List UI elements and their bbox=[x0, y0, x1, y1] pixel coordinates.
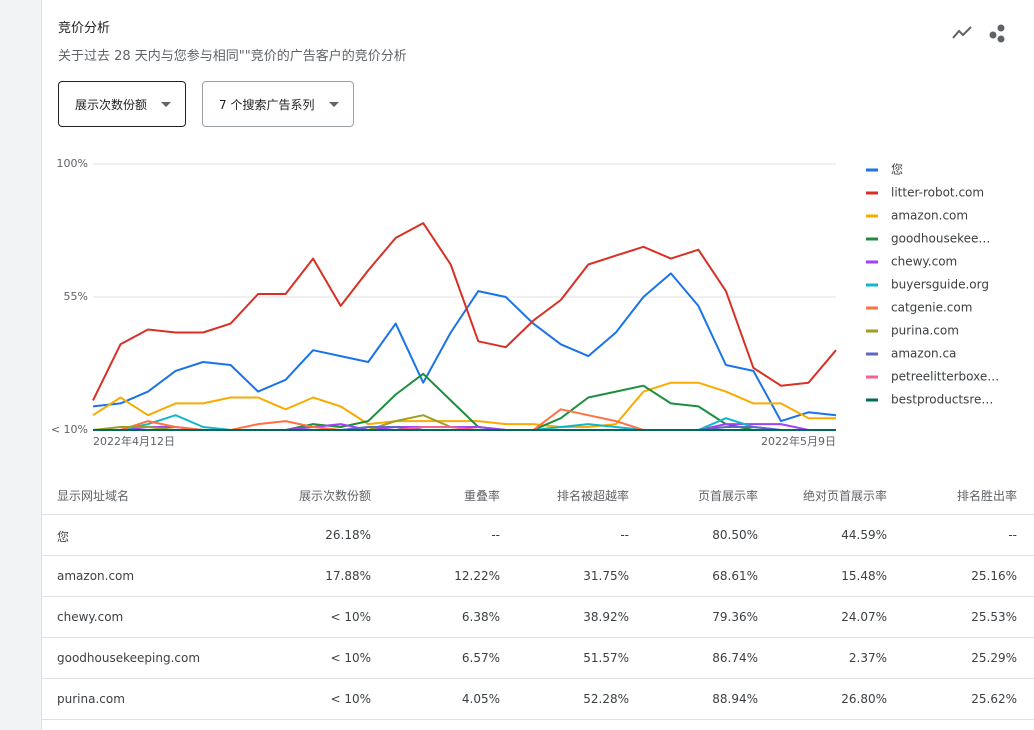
table-cell: 24.07% bbox=[841, 610, 887, 624]
table-cell: 25.29% bbox=[971, 651, 1017, 665]
table-cell: 88.94% bbox=[712, 692, 758, 706]
table-cell: 26.18% bbox=[325, 528, 371, 542]
table-cell: < 10% bbox=[330, 610, 371, 624]
table-cell: -- bbox=[1008, 528, 1017, 542]
series-line bbox=[92, 381, 836, 428]
card: 竞价分析 关于过去 28 天内与您参与相同""竞价的广告客户的竞价分析 展示次数… bbox=[41, 0, 1034, 730]
row-divider bbox=[41, 637, 1034, 638]
legend-text: petreelitterboxe… bbox=[891, 370, 999, 384]
table-cell: -- bbox=[620, 528, 629, 542]
column-header: 排名被超越率 bbox=[556, 489, 629, 503]
legend-text: chewy.com bbox=[891, 255, 957, 269]
table-cell: 38.92% bbox=[583, 610, 629, 624]
subtitle: 关于过去 28 天内与您参与相同""竞价的广告客户的竞价分析 bbox=[58, 49, 407, 64]
legend-text: amazon.ca bbox=[891, 347, 956, 361]
table-cell: 25.16% bbox=[971, 569, 1017, 583]
table-cell: 31.75% bbox=[583, 569, 629, 583]
table-cell: 52.28% bbox=[583, 692, 629, 706]
table-cell: 80.50% bbox=[712, 528, 758, 542]
table-cell: < 10% bbox=[330, 692, 371, 706]
table-cell: 15.48% bbox=[841, 569, 887, 583]
legend-text: buyersguide.org bbox=[891, 278, 989, 292]
series-line bbox=[92, 272, 837, 423]
table-cell: 25.53% bbox=[971, 610, 1017, 624]
y-tick-label: 55% bbox=[64, 290, 88, 303]
table-cell: 68.61% bbox=[712, 569, 758, 583]
caret bbox=[161, 102, 171, 107]
table-cell: 86.74% bbox=[712, 651, 758, 665]
column-header: 展示次数份额 bbox=[298, 489, 371, 503]
table-cell: 6.57% bbox=[461, 651, 500, 665]
campaign-dropdown[interactable]: 7 个搜索广告系列 bbox=[202, 81, 354, 127]
table-cell: -- bbox=[491, 528, 500, 542]
legend-text: purina.com bbox=[891, 324, 959, 338]
campaign-label: 7 个搜索广告系列 bbox=[219, 97, 315, 112]
row-divider bbox=[41, 719, 1034, 720]
line-chart-icon[interactable] bbox=[951, 24, 973, 42]
metric-dropdown[interactable]: 展示次数份额 bbox=[58, 81, 186, 127]
series-line bbox=[92, 222, 837, 401]
column-header: 重叠率 bbox=[463, 489, 500, 503]
y-tick-label: < 10% bbox=[51, 423, 88, 436]
table-cell: < 10% bbox=[330, 651, 371, 665]
table-cell: chewy.com bbox=[57, 610, 124, 624]
table-cell: 17.88% bbox=[325, 569, 371, 583]
scatter-icon[interactable] bbox=[987, 22, 1009, 44]
x-tick-label: 2022年5月9日 bbox=[761, 434, 836, 448]
table-cell: 4.05% bbox=[461, 692, 500, 706]
table-cell: goodhousekeeping.com bbox=[57, 651, 201, 665]
x-tick-label: 2022年4月12日 bbox=[93, 434, 175, 448]
column-header: 显示网址域名 bbox=[57, 489, 130, 503]
caret bbox=[329, 102, 339, 107]
legend-text: 您 bbox=[891, 162, 903, 177]
table-cell: 25.62% bbox=[971, 692, 1017, 706]
table-cell: purina.com bbox=[57, 692, 125, 706]
row-divider bbox=[41, 678, 1034, 679]
table-cell: 12.22% bbox=[454, 569, 500, 583]
table-cell: 6.38% bbox=[461, 610, 500, 624]
row-divider bbox=[41, 596, 1034, 597]
legend-text: catgenie.com bbox=[891, 301, 972, 315]
column-header: 绝对页首展示率 bbox=[802, 489, 887, 503]
chart: < 10% 55% 100% 2022年4月12日 2022年5月9日 您 litter-r… bbox=[51, 157, 999, 448]
column-header: 排名胜出率 bbox=[956, 489, 1017, 503]
row-divider bbox=[41, 514, 1034, 515]
table-cell: 您 bbox=[57, 530, 70, 544]
table-cell: 51.57% bbox=[583, 651, 629, 665]
title: 竞价分析 bbox=[58, 21, 111, 36]
table-cell: 26.80% bbox=[841, 692, 887, 706]
legend-text: bestproductsre… bbox=[891, 393, 993, 407]
table-cell: 79.36% bbox=[712, 610, 758, 624]
legend-text: amazon.com bbox=[891, 209, 968, 223]
table-cell: 44.59% bbox=[841, 528, 887, 542]
row-divider bbox=[41, 555, 1034, 556]
legend-text: litter-robot.com bbox=[891, 186, 984, 200]
column-header: 页首展示率 bbox=[697, 489, 758, 503]
table-cell: amazon.com bbox=[57, 569, 135, 583]
y-tick-label: 100% bbox=[57, 157, 88, 170]
metric-label: 展示次数份额 bbox=[75, 97, 148, 112]
table-cell: 2.37% bbox=[848, 651, 887, 665]
legend-text: goodhousekee… bbox=[891, 232, 990, 246]
